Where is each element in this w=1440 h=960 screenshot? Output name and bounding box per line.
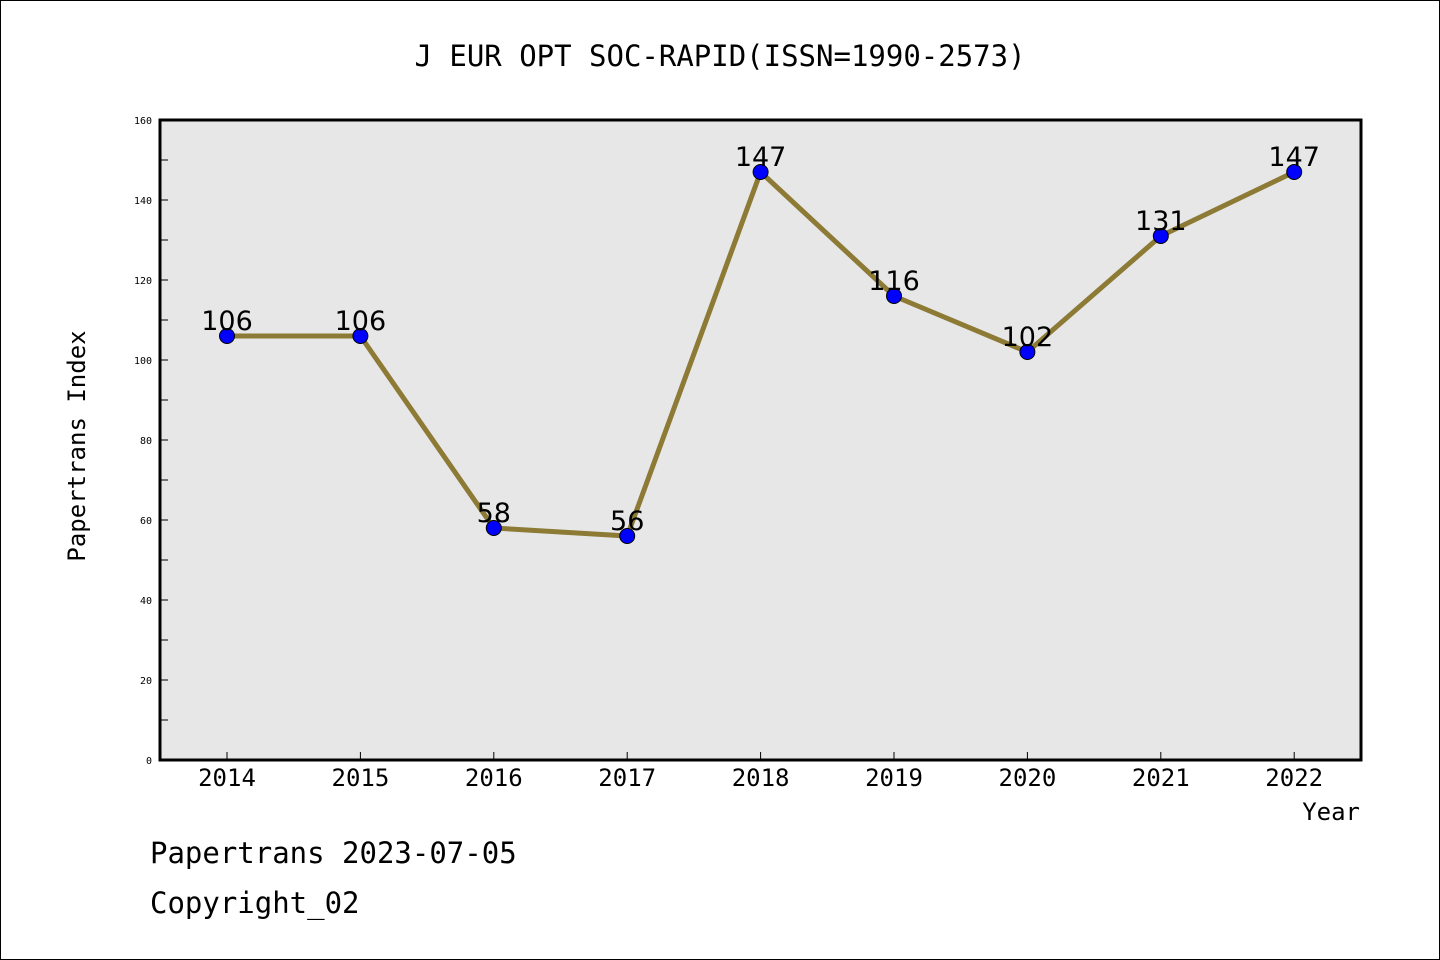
x-axis: 2014 2015 2016 2017 2018 2019 2020 2021 2022	[198, 752, 1323, 792]
data-label: 56	[610, 506, 644, 537]
data-point	[1286, 164, 1303, 180]
data-point	[619, 528, 636, 544]
y-tick-label: 60	[140, 516, 152, 527]
data-label: 147	[735, 142, 787, 173]
data-label: 116	[868, 266, 920, 297]
data-point	[352, 328, 369, 344]
y-tick-label: 140	[134, 196, 152, 207]
x-tick-label: 2018	[732, 764, 790, 792]
footer-date: Papertrans 2023-07-05	[150, 836, 517, 870]
x-tick-label: 2015	[332, 764, 390, 792]
data-label: 102	[1002, 322, 1054, 353]
data-point	[886, 288, 902, 304]
data-label: 106	[335, 306, 387, 337]
x-tick-label: 2020	[999, 764, 1057, 792]
y-tick-label: 100	[134, 356, 152, 367]
y-tick-label: 0	[146, 756, 152, 767]
y-tick-label: 80	[140, 436, 152, 447]
y-tick-label: 160	[134, 116, 152, 127]
x-axis-label: Year	[1302, 798, 1360, 826]
data-point	[1019, 344, 1036, 360]
data-point	[752, 164, 769, 180]
data-label: 58	[477, 498, 511, 529]
y-tick-label: 120	[134, 276, 152, 287]
y-tick-label: 20	[140, 676, 152, 687]
y-axis: 0 20 40 60 80 100 120 140 160	[134, 116, 168, 767]
footer-copyright: Copyright_02	[150, 886, 360, 920]
plot-area	[158, 118, 1363, 762]
x-tick-label: 2014	[198, 764, 256, 792]
data-point	[485, 520, 502, 536]
x-tick-label: 2017	[598, 764, 656, 792]
data-labels: 106 106 58 56 147 116 102 131 147	[201, 142, 1320, 537]
data-label: 131	[1135, 206, 1187, 237]
y-axis-label: Papertrans Index	[63, 330, 91, 561]
data-label: 147	[1268, 142, 1320, 173]
data-point	[1152, 228, 1169, 244]
y-tick-label: 40	[140, 596, 152, 607]
data-point	[219, 328, 235, 344]
x-tick-label: 2016	[465, 764, 523, 792]
x-tick-label: 2021	[1132, 764, 1190, 792]
data-series	[219, 164, 1303, 544]
data-label: 106	[201, 306, 253, 337]
x-tick-label: 2019	[865, 764, 923, 792]
x-tick-label: 2022	[1265, 764, 1323, 792]
chart-title: J EUR OPT SOC-RAPID(ISSN=1990-2573)	[414, 39, 1025, 73]
